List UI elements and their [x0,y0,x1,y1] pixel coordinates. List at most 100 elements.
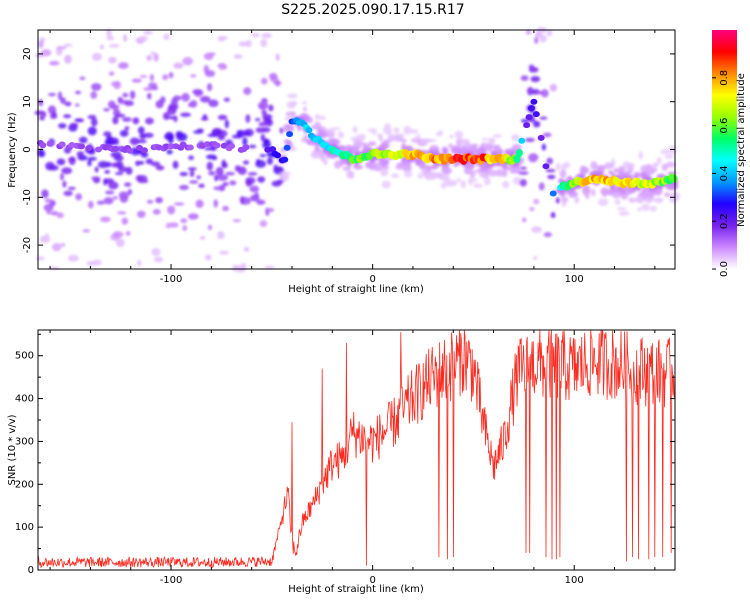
spectrogram-blob [55,46,67,50]
spectrogram-blob [196,175,202,180]
spectrogram-blob [206,161,214,171]
spectrogram-blob [189,180,199,184]
spectrogram-blob [225,171,236,176]
spectrogram-blob [417,172,424,180]
spectrogram-blob [249,185,260,193]
spectrogram-blob [330,127,341,131]
spectrogram-blob [199,95,211,103]
spectrogram-blob [75,193,83,201]
spectrogram-blob [241,263,247,272]
spectrogram-blob [229,180,237,186]
spectrogram-blob [204,70,216,77]
spectrogram-blob [204,254,212,261]
spectrogram-blob [108,181,119,190]
spectrogram-blob [260,38,268,48]
spectrogram-blob [245,179,253,187]
spectrogram-blob [268,73,278,80]
spectrogram-blob [352,126,358,134]
spectrogram-blob [118,62,129,70]
spectrogram-blob [346,170,355,179]
spectrogram-blob [487,137,496,145]
snr-line [37,329,676,569]
spectrogram-blob [47,92,57,97]
spectrogram-blob [660,149,671,155]
spectrogram-blob [265,207,270,217]
colorbar-tick-label: 0.0 [719,261,730,277]
spectrogram-blob [566,176,571,181]
spectrogram-blob [645,197,653,204]
spectrogram-blob [63,114,72,119]
spectrogram-blob [597,198,609,207]
spectrogram-blob [261,109,267,116]
spectrogram-blob [285,111,297,117]
spectrogram-blob [199,236,206,240]
spectrogram-blob [273,164,278,172]
spectrogram-blob [170,97,178,107]
spectrogram-blob [121,117,132,122]
top-y-tick-label: -20 [22,237,33,253]
spectrogram-blob [74,90,82,95]
spectrogram-blob [261,77,268,85]
colorbar-tick-label: 0.2 [719,213,730,229]
spectrogram-ridge-cell [286,131,294,138]
spectrogram-blob [179,171,188,177]
spectrogram-blob [214,174,219,182]
spectrogram-ridge-cell [670,174,678,183]
spectrogram-blob [132,117,140,125]
spectrogram-blob [667,171,677,176]
spectrogram-blob [105,190,115,195]
spectrogram-blob [168,116,177,120]
spectrogram-blob [649,205,657,212]
spectrogram-blob [166,149,173,155]
bottom-y-tick-label: 300 [15,436,34,447]
spectrogram-blob [118,191,130,199]
spectrogram-blob [327,138,338,145]
spectrogram-blob [106,135,113,142]
spectrogram-blob [324,155,333,159]
spectrogram-blob [217,231,225,240]
spectrogram-blob [320,152,325,162]
spectrogram-blob [546,157,554,165]
spectrogram-blob [550,212,556,219]
spectrogram-blob [393,127,400,134]
bottom-y-tick-label: 400 [15,394,34,405]
spectrogram-blob [99,216,111,223]
spectrogram-blob [367,141,377,147]
spectrogram-blob [60,97,66,105]
spectrogram-blob [64,101,72,107]
spectrogram-blob [146,199,154,204]
spectrogram-blob [38,98,44,107]
spectrogram-blob [268,104,274,112]
spectrogram-blob [151,248,161,256]
spectrogram-blob [245,39,252,48]
spectrogram-blob [64,54,72,64]
spectrogram-blob [260,133,266,142]
spectrogram-blob [371,131,377,135]
spectrogram-blob [353,164,363,170]
spectrogram-blob [483,177,491,186]
spectrogram-blob [384,123,391,131]
spectrogram-blob [232,218,241,223]
spectrogram-blob [117,211,127,215]
spectrogram-blob [301,101,308,105]
bottom-y-tick-label: 0 [28,565,34,576]
spectrogram-blob [481,137,489,142]
spectrogram-blob [146,55,153,61]
spectrogram-blob [320,126,327,132]
spectrogram-blob [350,136,358,141]
bottom-x-tick-label: 100 [565,575,584,586]
spectrogram-blob [173,202,185,206]
spectrogram-blob [600,187,610,196]
spectrogram-blob [189,170,195,178]
spectrogram-blob [40,111,47,118]
spectrogram-blobs [34,27,681,273]
spectrogram-blob [107,100,116,109]
spectrogram-blob [234,54,239,60]
spectrogram-blob [626,163,635,168]
spectrogram-blob [251,33,260,38]
spectrogram-blob [313,121,322,131]
bottom-y-tick-label: 200 [15,479,34,490]
bottom-x-tick-label: 0 [369,575,375,586]
spectrogram-blob [521,217,527,223]
spectrogram-blob [362,144,371,154]
